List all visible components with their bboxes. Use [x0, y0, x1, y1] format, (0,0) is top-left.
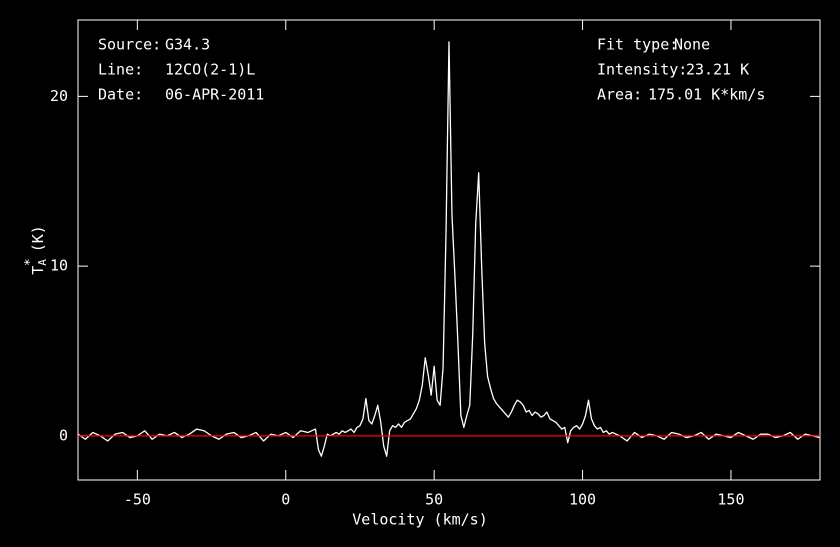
y-label-base: T [29, 266, 47, 275]
x-tick-label: -50 [124, 491, 151, 509]
info-value: G34.3 [165, 36, 210, 54]
info-value: None [674, 36, 710, 54]
spectrum-line [77, 41, 821, 457]
info-value: 12CO(2-1)L [165, 61, 255, 79]
info-value: 06-APR-2011 [165, 86, 264, 104]
info-label: Area: [597, 86, 642, 104]
x-tick-label: 100 [569, 491, 596, 509]
info-label: Date: [98, 86, 143, 104]
x-tick-label: 50 [425, 491, 443, 509]
info-label: Source: [98, 36, 161, 54]
info-label: Line: [98, 61, 143, 79]
y-axis-label: TA* (K) [23, 225, 50, 275]
info-value: 175.01 K*km/s [648, 86, 765, 104]
info-value: 23.21 K [686, 61, 749, 79]
x-tick-label: 150 [717, 491, 744, 509]
y-tick-label: 10 [50, 257, 68, 275]
x-axis-label: Velocity (km/s) [352, 511, 487, 529]
y-label-sub: A [36, 259, 49, 266]
y-label-unit: (K) [29, 225, 47, 252]
plot-frame [77, 19, 821, 481]
info-label: Fit type: [597, 36, 678, 54]
y-tick-label: 0 [59, 426, 68, 444]
y-tick-label: 20 [50, 87, 68, 105]
info-label: Intensity: [597, 61, 687, 79]
y-label-sup: * [23, 258, 38, 266]
x-tick-label: 0 [281, 491, 290, 509]
